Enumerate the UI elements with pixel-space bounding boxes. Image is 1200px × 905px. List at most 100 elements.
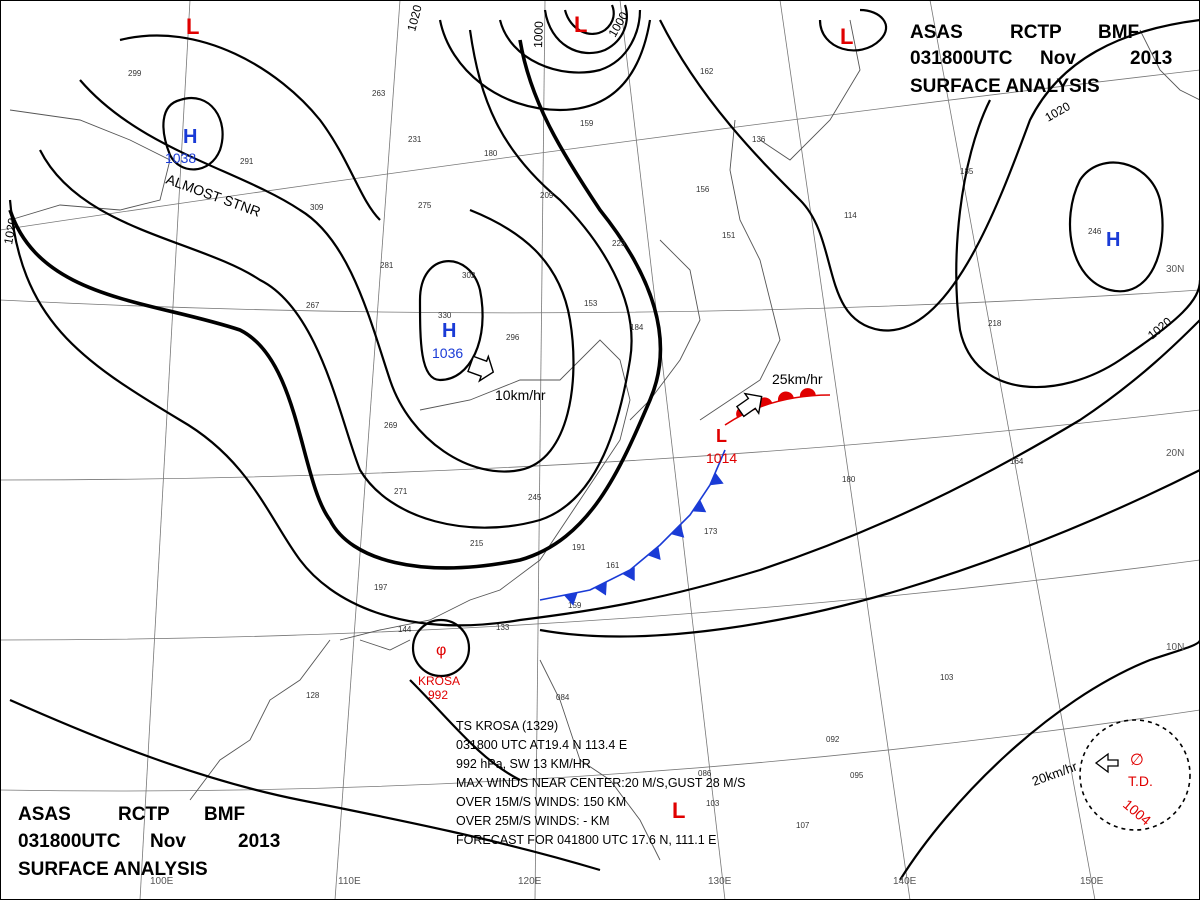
- cold-front-triangle: [622, 567, 635, 582]
- high-symbol: H: [183, 126, 197, 148]
- station-value: 133: [496, 623, 510, 632]
- isobar-label: 1020: [404, 3, 425, 33]
- storm-info-line: FORECAST FOR 041800 UTC 17.6 N, 111.1 E: [456, 833, 717, 847]
- station-value: 180: [484, 149, 498, 158]
- td-pressure: 1004: [1120, 796, 1154, 828]
- header-product: RCTP: [118, 804, 170, 825]
- station-value: 197: [374, 583, 388, 592]
- high-symbol: H: [1106, 229, 1120, 251]
- station-value: 246: [1088, 227, 1102, 236]
- cold-front-triangle: [594, 581, 607, 596]
- station-value: 184: [630, 323, 644, 332]
- station-value: 218: [988, 319, 1002, 328]
- station-value: 162: [700, 67, 714, 76]
- pressure-value: 1014: [706, 450, 737, 466]
- lon-label: 100E: [150, 876, 174, 887]
- header-time: Nov: [1040, 48, 1076, 69]
- header-time: 031800UTC: [910, 48, 1013, 69]
- td-motion: 20km/hr: [1030, 758, 1080, 788]
- low-pressure-center-northeast: L: [840, 24, 853, 49]
- tropical-storm-krosa: φ KROSA 992: [418, 642, 460, 702]
- station-value: 231: [408, 135, 422, 144]
- cold-front-triangle: [670, 524, 685, 538]
- station-value: 136: [752, 135, 766, 144]
- lat-label: 10N: [1166, 642, 1184, 653]
- cold-front-triangle: [709, 472, 724, 486]
- header-product: RCTP: [1010, 22, 1062, 43]
- low-pressure-center-west: L: [186, 14, 199, 39]
- isobar-label: 1000: [531, 21, 546, 48]
- motion-arrow-icon: [1094, 752, 1119, 774]
- cold-front-triangle: [647, 546, 661, 561]
- station-value: 114: [844, 211, 857, 220]
- station-value: 269: [384, 421, 398, 430]
- station-value: 185: [960, 167, 974, 176]
- warm-front-semicircle: [777, 391, 794, 402]
- station-value: 107: [796, 821, 810, 830]
- storm-info-line: 992 hPa, SW 13 KM/HR: [456, 757, 591, 771]
- header-time: 2013: [238, 831, 280, 852]
- lon-label: 130E: [708, 876, 732, 887]
- lon-label: 140E: [893, 876, 917, 887]
- low-symbol: L: [574, 12, 587, 37]
- low-pressure-center-north: L: [574, 12, 587, 37]
- station-value: 084: [556, 693, 570, 702]
- station-value: 103: [706, 799, 720, 808]
- header-top: ASAS RCTP BMF 031800UTC Nov 2013 SURFACE…: [910, 22, 1172, 97]
- station-value: 291: [240, 157, 254, 166]
- header-title: SURFACE ANALYSIS: [18, 859, 208, 880]
- td-symbol-icon: ∅: [1130, 752, 1144, 769]
- storm-info-block: TS KROSA (1329) 031800 UTC AT19.4 N 113.…: [456, 719, 745, 847]
- station-value: 164: [1010, 457, 1024, 466]
- station-value: 263: [372, 89, 386, 98]
- station-value: 173: [704, 527, 718, 536]
- station-value: 209: [540, 191, 554, 200]
- isobars: [8, 4, 1200, 881]
- fronts: [539, 388, 831, 606]
- station-value: 299: [128, 69, 142, 78]
- station-value: 151: [722, 231, 736, 240]
- station-value: 281: [380, 261, 394, 270]
- lon-label: 150E: [1080, 876, 1104, 887]
- station-value: 095: [850, 771, 864, 780]
- station-value: 271: [394, 487, 408, 496]
- isobar-label: 1020: [1, 216, 19, 245]
- header-bottom: ASAS RCTP BMF 031800UTC Nov 2013 SURFACE…: [18, 804, 280, 880]
- station-value: 156: [696, 185, 710, 194]
- station-observations: 299 291 309 263 231 180 159 209 275 281 …: [128, 67, 1102, 830]
- isobar-label: 1020: [1145, 314, 1175, 342]
- warm-front: [724, 394, 831, 426]
- high-symbol: H: [442, 320, 456, 342]
- station-value: 223: [612, 239, 626, 248]
- station-value: 191: [572, 543, 586, 552]
- header-title: SURFACE ANALYSIS: [910, 76, 1100, 97]
- station-value: 092: [826, 735, 840, 744]
- header-product: ASAS: [18, 804, 71, 825]
- low-pressure-center-south: L: [672, 798, 685, 823]
- motion-arrow-icon: [467, 354, 495, 383]
- header-time: Nov: [150, 831, 186, 852]
- storm-info-line: 031800 UTC AT19.4 N 113.4 E: [456, 738, 627, 752]
- station-value: 215: [470, 539, 484, 548]
- header-product: BMF: [1098, 22, 1139, 43]
- station-value: 245: [528, 493, 542, 502]
- header-product: BMF: [204, 804, 245, 825]
- cold-front-triangle: [692, 499, 707, 513]
- storm-pressure: 992: [428, 688, 448, 702]
- grid-label-group: 110E 120E 130E 140E 150E 100E 30N 20N 10…: [150, 264, 1184, 887]
- station-value: 330: [438, 311, 452, 320]
- storm-info-line: TS KROSA (1329): [456, 719, 558, 733]
- cold-front-triangles: [563, 472, 724, 606]
- station-value: 159: [580, 119, 594, 128]
- station-value: 159: [568, 601, 582, 610]
- isobar-label: 1020: [1043, 99, 1073, 125]
- lat-label: 30N: [1166, 264, 1184, 275]
- warm-front-semicircle: [799, 388, 816, 397]
- header-time: 2013: [1130, 48, 1172, 69]
- station-value: 296: [506, 333, 520, 342]
- td-dashed-circle: [1079, 719, 1191, 831]
